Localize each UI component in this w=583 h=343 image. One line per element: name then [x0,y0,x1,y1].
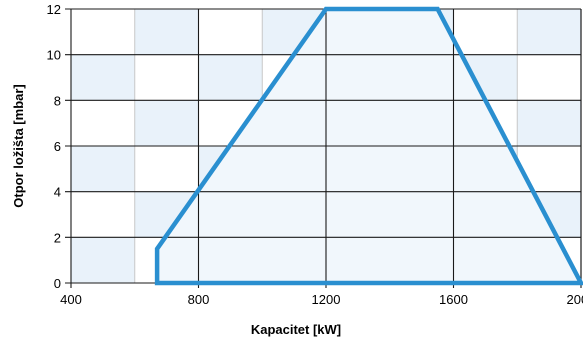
operating-range-outline [154,6,583,286]
y-axis-title: Otpor ložišta [mbar] [11,84,26,208]
y-tick-label: 0 [54,276,61,291]
grid-cell [517,9,581,55]
y-tick-label: 8 [54,93,61,108]
x-tick-label: 800 [188,292,210,307]
y-axis-ticks: 0 2 4 6 8 10 12 [47,2,61,291]
x-axis-title: Kapacitet [kW] [251,322,341,337]
y-tick-label: 10 [47,48,61,63]
x-axis-ticks: 400 800 1200 1600 2000 [60,292,583,307]
x-tick-label: 1200 [312,292,341,307]
x-tick-label: 400 [60,292,82,307]
grid-cell [198,54,263,101]
grid-cell [71,237,135,283]
y-tick-label: 4 [54,185,61,200]
grid-cell [134,100,199,146]
x-tick-label: 1600 [439,292,468,307]
major-gridlines [65,8,582,288]
grid-cell [71,146,135,192]
y-tick-label: 12 [47,2,61,17]
y-tick-label: 2 [54,230,61,245]
grid-cell [517,100,581,146]
grid-cell [71,54,135,101]
grid-cell [134,9,199,55]
y-tick-label: 6 [54,139,61,154]
x-tick-label: 2000 [567,292,583,307]
